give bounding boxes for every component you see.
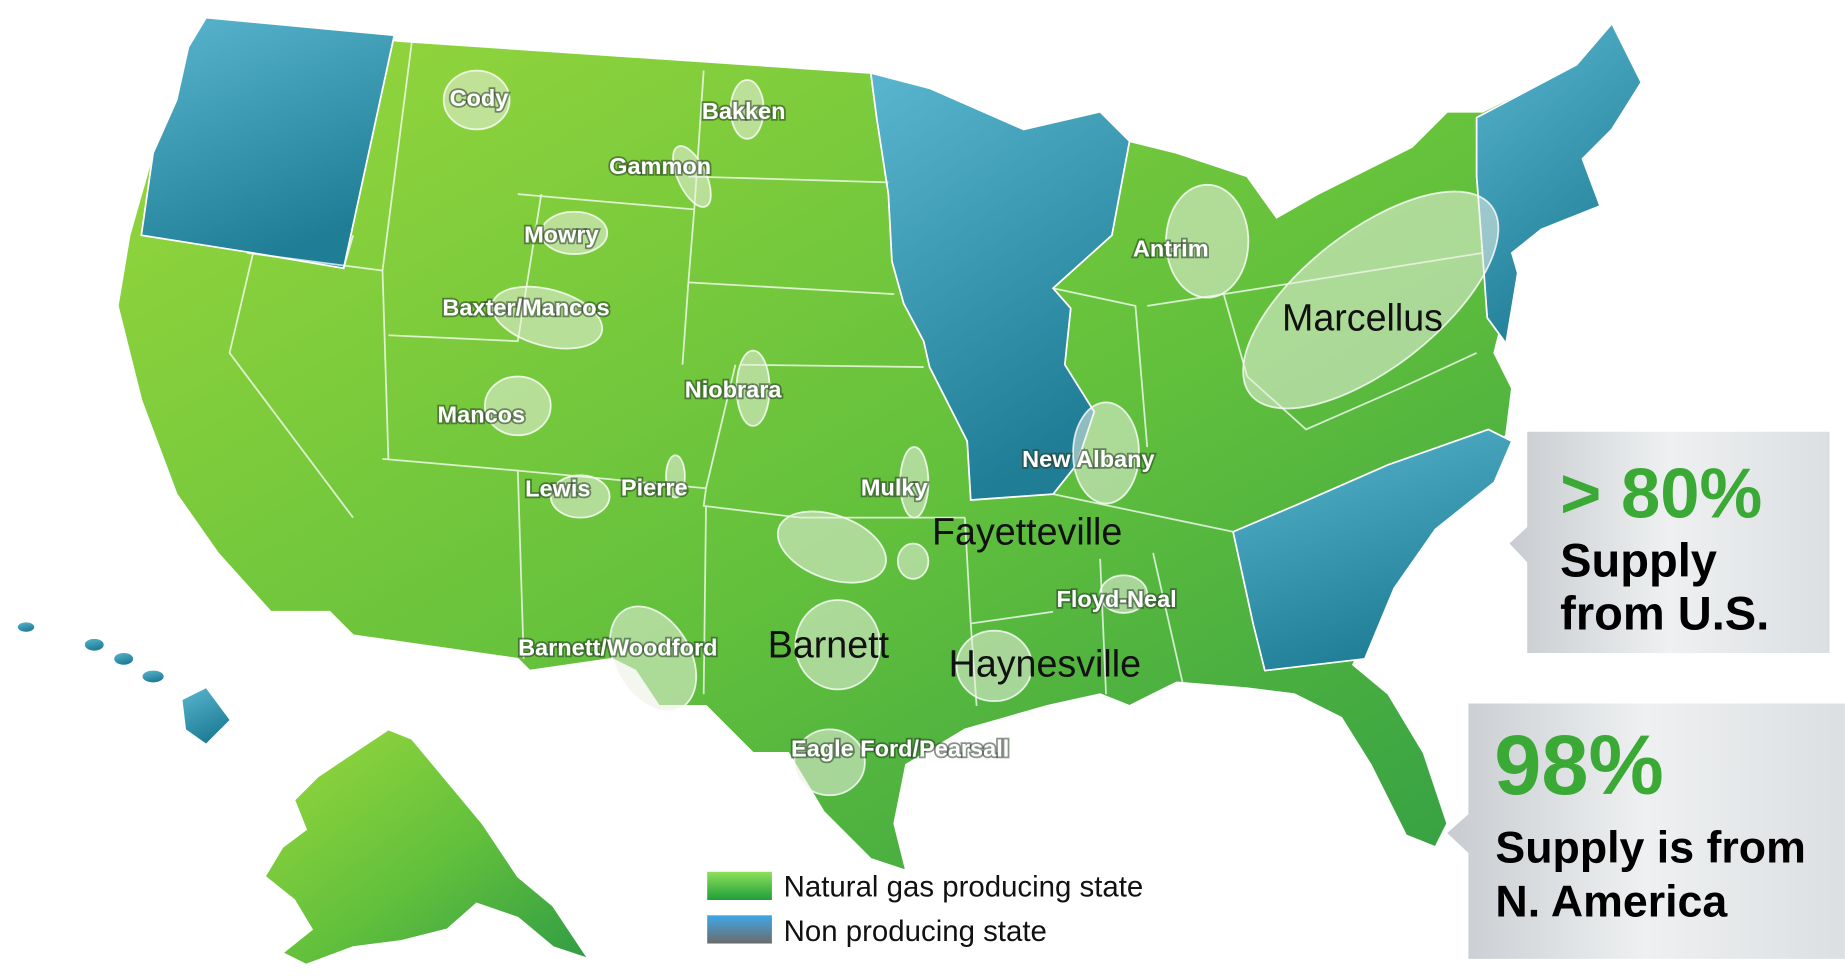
play-label: Cody — [450, 85, 509, 111]
legend-swatch — [707, 915, 772, 944]
play-label: Floyd-Neal — [1057, 586, 1177, 612]
zone — [776, 510, 887, 584]
play-label: Barnett/Woodford — [518, 634, 717, 660]
zone — [955, 629, 1033, 703]
legend: Natural gas producing state Non producin… — [707, 870, 1143, 948]
zone — [896, 542, 930, 580]
play-label: Eagle Ford/Pearsall — [791, 735, 1009, 761]
zone — [899, 446, 930, 519]
legend-label: Natural gas producing state — [784, 870, 1144, 903]
major-play-label: Haynesville — [949, 642, 1141, 684]
zone — [1072, 401, 1140, 505]
zone — [540, 210, 609, 255]
callout-line: from U.S. — [1560, 586, 1769, 639]
callout-box — [1509, 431, 1830, 653]
play-labels: Cody Bakken Gammon Mowry Baxter/Mancos M… — [436, 83, 1443, 763]
hawaii-island — [17, 622, 35, 632]
major-play-label: Barnett — [768, 624, 890, 666]
major-play-label: Fayetteville — [932, 511, 1122, 553]
zone — [794, 599, 882, 691]
zone — [1099, 574, 1149, 614]
callout-line: Supply — [1560, 533, 1717, 586]
hawaii — [17, 622, 230, 744]
play-label: Gammon — [609, 153, 711, 179]
play-label: Antrim — [1133, 235, 1209, 261]
zone — [793, 728, 866, 797]
hawaii-island — [84, 638, 104, 651]
zone — [491, 285, 604, 350]
play-label: Lewis — [525, 475, 590, 501]
zone — [442, 69, 511, 131]
play-zones — [442, 69, 1500, 797]
zone — [672, 145, 712, 208]
alaska — [263, 728, 591, 966]
play-label: Mancos — [438, 401, 526, 427]
zone — [483, 375, 552, 437]
hawaii-big-island — [182, 688, 230, 744]
zone — [609, 605, 698, 713]
zone — [729, 79, 765, 140]
zone — [665, 454, 686, 499]
callout-headline: 98% — [1494, 717, 1664, 812]
play-label: Baxter/Mancos — [442, 294, 609, 320]
zone — [1165, 183, 1250, 299]
lower-48 — [116, 16, 1643, 872]
alaska-shape — [263, 728, 591, 966]
callout-line: N. America — [1495, 877, 1728, 926]
play-label: New Albany — [1022, 446, 1154, 472]
callout-na: 98% Supply is from N. America — [1447, 703, 1845, 959]
zone — [735, 349, 771, 427]
non-producing-southeast — [1232, 428, 1514, 672]
callout-us: > 80% Supply from U.S. — [1509, 431, 1830, 653]
non-producing-northeast — [1475, 21, 1643, 346]
callout-headline: > 80% — [1560, 454, 1762, 533]
zone — [549, 474, 611, 519]
play-label: Niobrara — [685, 377, 783, 403]
legend-swatch — [707, 871, 772, 900]
major-play-label: Marcellus — [1282, 297, 1443, 339]
callout-box — [1447, 703, 1845, 959]
hawaii-island — [142, 670, 164, 683]
play-label: Mulky — [861, 474, 928, 500]
zone — [1242, 190, 1500, 410]
play-label: Pierre — [621, 474, 688, 500]
play-label: Bakken — [702, 98, 786, 124]
callout-line: Supply is from — [1495, 823, 1805, 872]
producing-states — [116, 16, 1643, 872]
play-label: Mowry — [524, 221, 598, 247]
non-producing-northwest — [140, 16, 396, 270]
legend-label: Non producing state — [784, 915, 1047, 948]
hawaii-island — [114, 652, 134, 665]
